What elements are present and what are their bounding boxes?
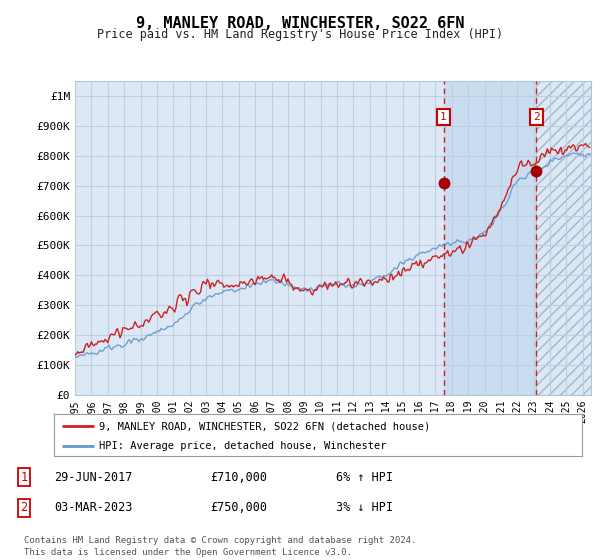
Text: 1: 1 <box>440 112 447 122</box>
Text: 03-MAR-2023: 03-MAR-2023 <box>54 501 133 515</box>
Text: 2: 2 <box>533 112 540 122</box>
Text: 2: 2 <box>20 501 28 515</box>
Text: HPI: Average price, detached house, Winchester: HPI: Average price, detached house, Winc… <box>99 441 386 451</box>
Bar <box>443 81 536 395</box>
Text: 29-JUN-2017: 29-JUN-2017 <box>54 470 133 484</box>
Text: 6% ↑ HPI: 6% ↑ HPI <box>336 470 393 484</box>
Bar <box>536 81 591 395</box>
Text: £750,000: £750,000 <box>210 501 267 515</box>
Text: £710,000: £710,000 <box>210 470 267 484</box>
Bar <box>536 81 591 395</box>
Text: 9, MANLEY ROAD, WINCHESTER, SO22 6FN (detached house): 9, MANLEY ROAD, WINCHESTER, SO22 6FN (de… <box>99 421 430 431</box>
Text: 3% ↓ HPI: 3% ↓ HPI <box>336 501 393 515</box>
Text: 1: 1 <box>20 470 28 484</box>
Text: Price paid vs. HM Land Registry's House Price Index (HPI): Price paid vs. HM Land Registry's House … <box>97 28 503 41</box>
Text: 9, MANLEY ROAD, WINCHESTER, SO22 6FN: 9, MANLEY ROAD, WINCHESTER, SO22 6FN <box>136 16 464 31</box>
Text: Contains HM Land Registry data © Crown copyright and database right 2024.
This d: Contains HM Land Registry data © Crown c… <box>24 536 416 557</box>
